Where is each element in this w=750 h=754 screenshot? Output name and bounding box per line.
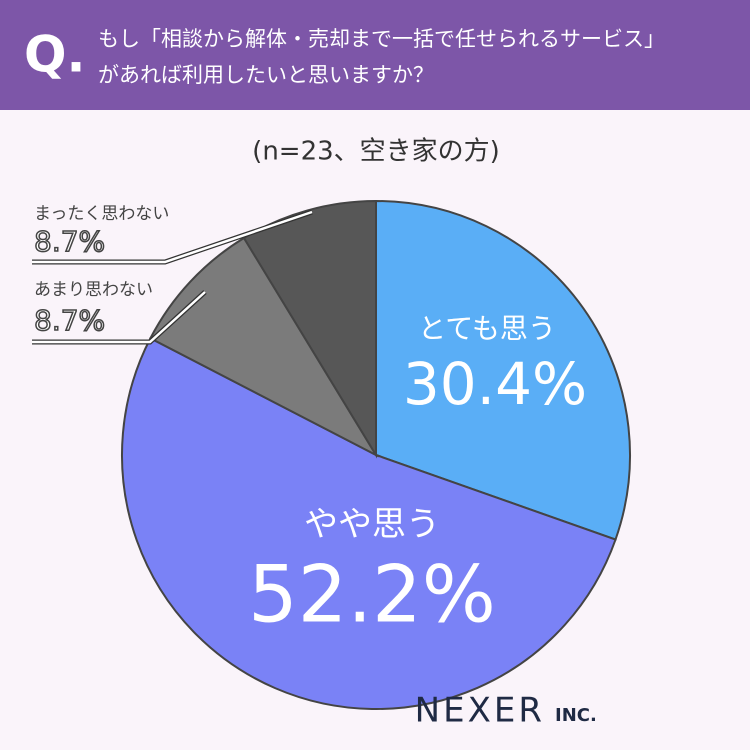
category-label: まったく思わない bbox=[34, 204, 169, 224]
pie-slice bbox=[121, 336, 617, 710]
question-line: があれば利用したいと思いますか？ bbox=[98, 63, 434, 87]
question-line: もし「相談から解体・売却まで一括で任せられるサービス」 bbox=[98, 27, 665, 51]
question-mark: Q. bbox=[24, 26, 86, 84]
pie-slice bbox=[149, 236, 379, 458]
pie bbox=[121, 199, 631, 710]
leader-line bbox=[32, 210, 313, 264]
logo: NEXER bbox=[415, 691, 545, 731]
header bbox=[0, 0, 750, 110]
value-label: 52.2% bbox=[248, 550, 496, 640]
category-label: やや思う bbox=[304, 505, 440, 545]
pie-slice bbox=[375, 199, 631, 541]
value-label: 8.7% bbox=[34, 304, 105, 337]
value-label: 8.7% bbox=[34, 225, 105, 258]
logo: INC. bbox=[555, 705, 597, 726]
leader-line bbox=[32, 291, 206, 344]
category-label: あまり思わない bbox=[34, 280, 153, 300]
category-label: とても思う bbox=[418, 312, 556, 345]
subtitle: (n=23、空き家の方) bbox=[252, 137, 500, 167]
value-label: 30.4% bbox=[403, 350, 587, 418]
